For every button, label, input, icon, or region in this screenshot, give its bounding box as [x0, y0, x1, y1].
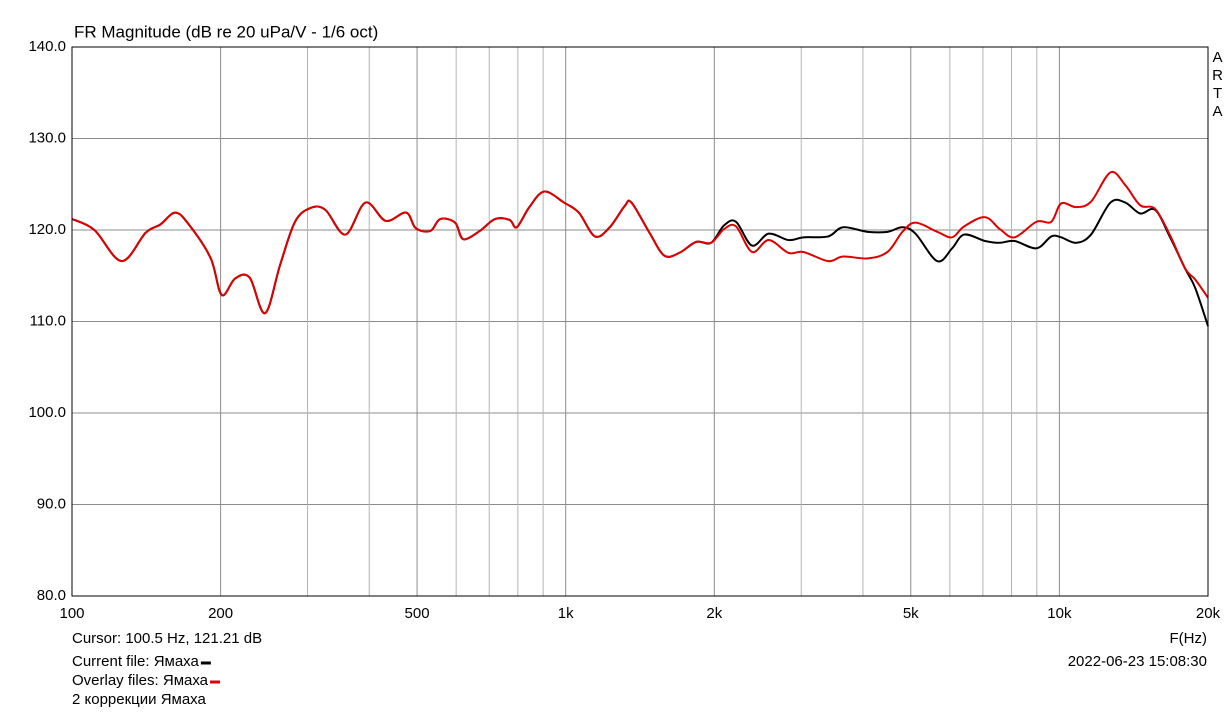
x-tick-label: 10k [1047, 605, 1072, 622]
y-tick-label: 110.0 [30, 312, 66, 329]
legend-label: Current file: Ямаха [72, 653, 200, 670]
y-tick-label: 90.0 [37, 495, 66, 512]
y-tick-label: 120.0 [28, 221, 66, 238]
x-axis-label: F(Hz) [1170, 630, 1208, 647]
side-label: ARTA [1209, 49, 1226, 121]
x-tick-label: 5k [903, 605, 919, 622]
series-line [71, 170, 1209, 315]
timestamp: 2022-06-23 15:08:30 [1068, 653, 1207, 670]
y-tick-label: 100.0 [28, 404, 66, 421]
note: 2 коррекции Ямаха [72, 691, 207, 708]
plot-frame [71, 46, 1209, 597]
y-tick-label: 80.0 [37, 587, 66, 604]
x-tick-label: 100 [59, 605, 84, 622]
chart-title: FR Magnitude (dB re 20 uPa/V - 1/6 oct) [74, 22, 378, 41]
x-tick-label: 20k [1196, 605, 1221, 622]
x-tick-label: 2k [706, 605, 722, 622]
legend-label: Overlay files: Ямаха [72, 672, 209, 689]
x-tick-label: 200 [208, 605, 233, 622]
x-tick-label: 1k [558, 605, 574, 622]
cursor-readout: Cursor: 100.5 Hz, 121.21 dB [72, 630, 262, 647]
y-tick-label: 130.0 [28, 129, 66, 146]
x-tick-label: 500 [405, 605, 430, 622]
y-tick-label: 140.0 [28, 38, 66, 55]
